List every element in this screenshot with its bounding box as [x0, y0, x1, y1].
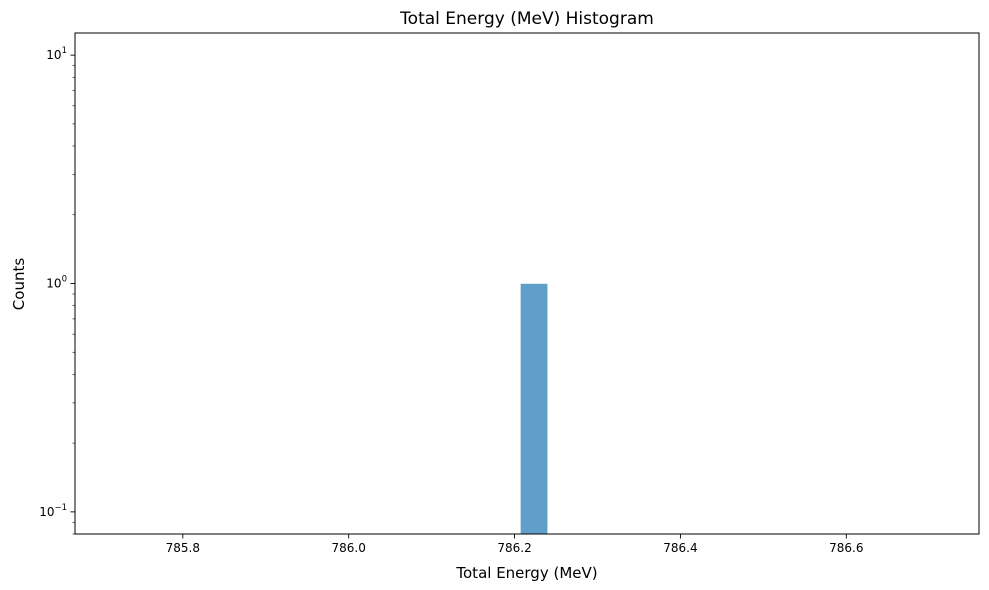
y-tick-label: 10−1 [39, 503, 67, 519]
chart-title: Total Energy (MeV) Histogram [399, 9, 654, 29]
x-tick-label: 785.8 [166, 541, 200, 555]
y-tick-label: 100 [46, 275, 67, 291]
x-tick-label: 786.0 [332, 541, 366, 555]
x-axis: 785.8 786.0 786.2 786.4 786.6 [166, 534, 863, 555]
x-tick-label: 786.6 [829, 541, 863, 555]
y-tick-label: 101 [46, 46, 67, 62]
x-tick-label: 786.2 [497, 541, 531, 555]
plot-area [74, 32, 980, 535]
y-axis-label: Counts [10, 258, 28, 311]
histogram-bar [520, 283, 549, 535]
x-axis-label: Total Energy (MeV) [455, 564, 597, 582]
y-axis: 10−1 100 101 [39, 46, 75, 535]
x-tick-label: 786.4 [663, 541, 697, 555]
